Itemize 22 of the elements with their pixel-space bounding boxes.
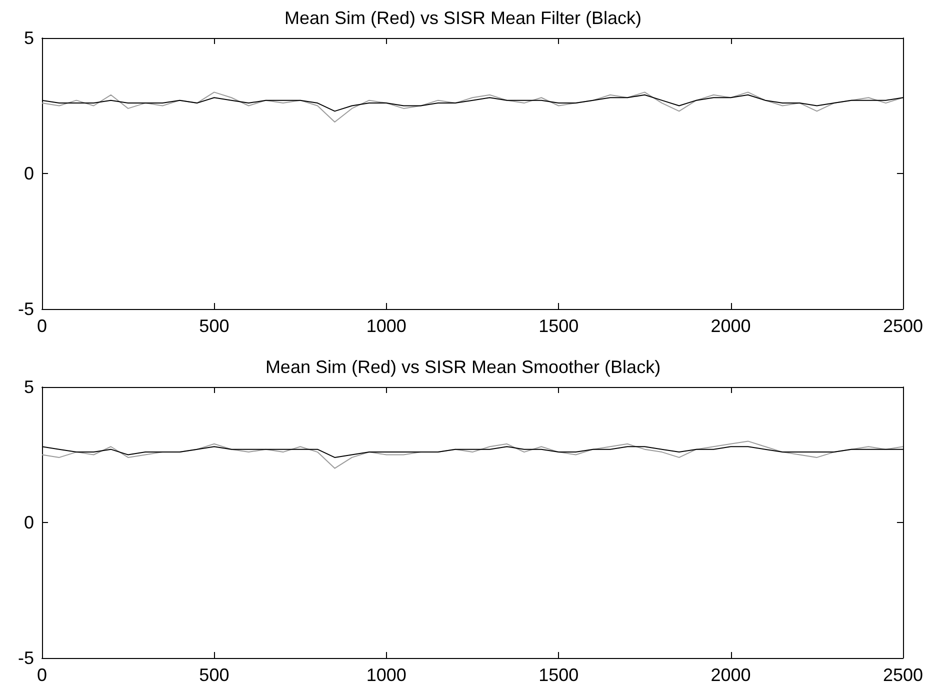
chart-title: Mean Sim (Red) vs SISR Mean Smoother (Black)	[265, 357, 661, 377]
line-series	[42, 440, 904, 469]
y-tick-label: -5	[18, 299, 34, 319]
line-series	[42, 92, 904, 123]
x-tick-label: 0	[36, 316, 48, 336]
x-tick-label: 1000	[366, 665, 406, 685]
y-tick-label: 5	[24, 28, 34, 48]
y-tick-label: -5	[18, 648, 34, 668]
x-tick-label: 500	[199, 665, 230, 685]
x-tick-label: 1500	[538, 316, 579, 336]
chart-title: Mean Sim (Red) vs SISR Mean Filter (Black)	[284, 8, 642, 28]
x-tick-label: 2500	[882, 316, 923, 336]
x-tick-label: 1000	[366, 316, 406, 336]
y-tick-label: 0	[24, 164, 34, 184]
x-tick-label: 500	[199, 316, 230, 336]
x-tick-label: 1500	[538, 665, 579, 685]
x-tick-label: 0	[36, 665, 48, 685]
y-tick-label: 0	[24, 512, 34, 532]
x-tick-label: 2000	[710, 316, 751, 336]
x-tick-label: 2500	[882, 665, 923, 685]
y-tick-label: 5	[24, 377, 34, 397]
x-tick-label: 2000	[710, 665, 751, 685]
